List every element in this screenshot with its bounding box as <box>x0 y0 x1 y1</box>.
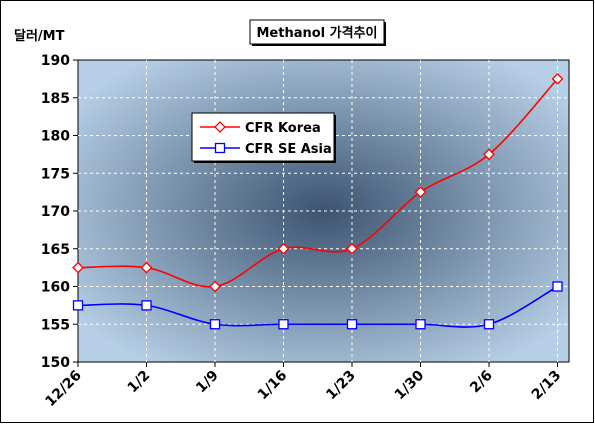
data-point <box>414 186 427 199</box>
chart-title: Methanol 가격추이 <box>256 25 377 41</box>
data-point <box>141 300 152 311</box>
chart-title-box: Methanol 가격추이 <box>249 19 386 46</box>
data-point <box>551 72 564 85</box>
legend-item: CFR SE Asia <box>200 142 332 157</box>
data-point <box>140 261 153 274</box>
series-line <box>77 285 558 328</box>
data-point <box>72 261 84 274</box>
data-point <box>277 242 290 255</box>
y-tick-label: 160 <box>41 280 70 296</box>
legend-label: CFR Korea <box>245 121 321 136</box>
legend: CFR Korea CFR SE Asia <box>191 112 336 163</box>
data-point <box>209 280 221 293</box>
data-point <box>209 319 221 330</box>
y-axis-label: 달러/MT <box>14 28 65 44</box>
legend-marker <box>214 142 226 154</box>
series-layer <box>72 72 564 330</box>
data-point <box>346 242 358 255</box>
series-cfr-korea <box>72 72 564 293</box>
y-axis-ticks: 150 155 160 165 170 175 180 185 190 <box>41 53 78 371</box>
y-tick-label: 185 <box>41 91 70 107</box>
y-tick-label: 190 <box>41 53 70 69</box>
y-tick-label: 180 <box>41 129 70 145</box>
data-point <box>483 319 495 330</box>
y-tick-label: 150 <box>41 355 70 371</box>
data-point <box>415 319 426 330</box>
y-tick-label: 170 <box>41 204 70 220</box>
data-point <box>552 281 563 292</box>
data-point <box>278 319 289 330</box>
y-tick-label: 165 <box>41 242 70 258</box>
y-tick-label: 155 <box>41 317 70 333</box>
data-point <box>346 319 358 330</box>
y-tick-label: 175 <box>41 166 70 182</box>
data-point <box>72 300 84 311</box>
legend-marker <box>214 121 226 133</box>
series-cfr-se-asia <box>72 281 563 330</box>
data-point <box>483 148 495 161</box>
legend-item: CFR Korea <box>200 121 321 136</box>
legend-label: CFR SE Asia <box>245 142 332 157</box>
